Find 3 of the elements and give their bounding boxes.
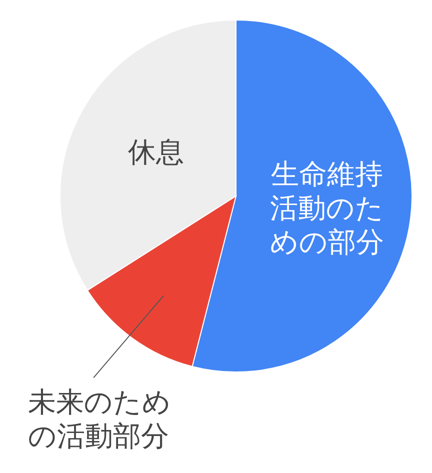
slice-label: 未来のための活動部分 bbox=[28, 386, 171, 453]
slice-label: 休息 bbox=[128, 136, 184, 169]
slice-label: 生命維持活動のための部分 bbox=[270, 157, 384, 258]
